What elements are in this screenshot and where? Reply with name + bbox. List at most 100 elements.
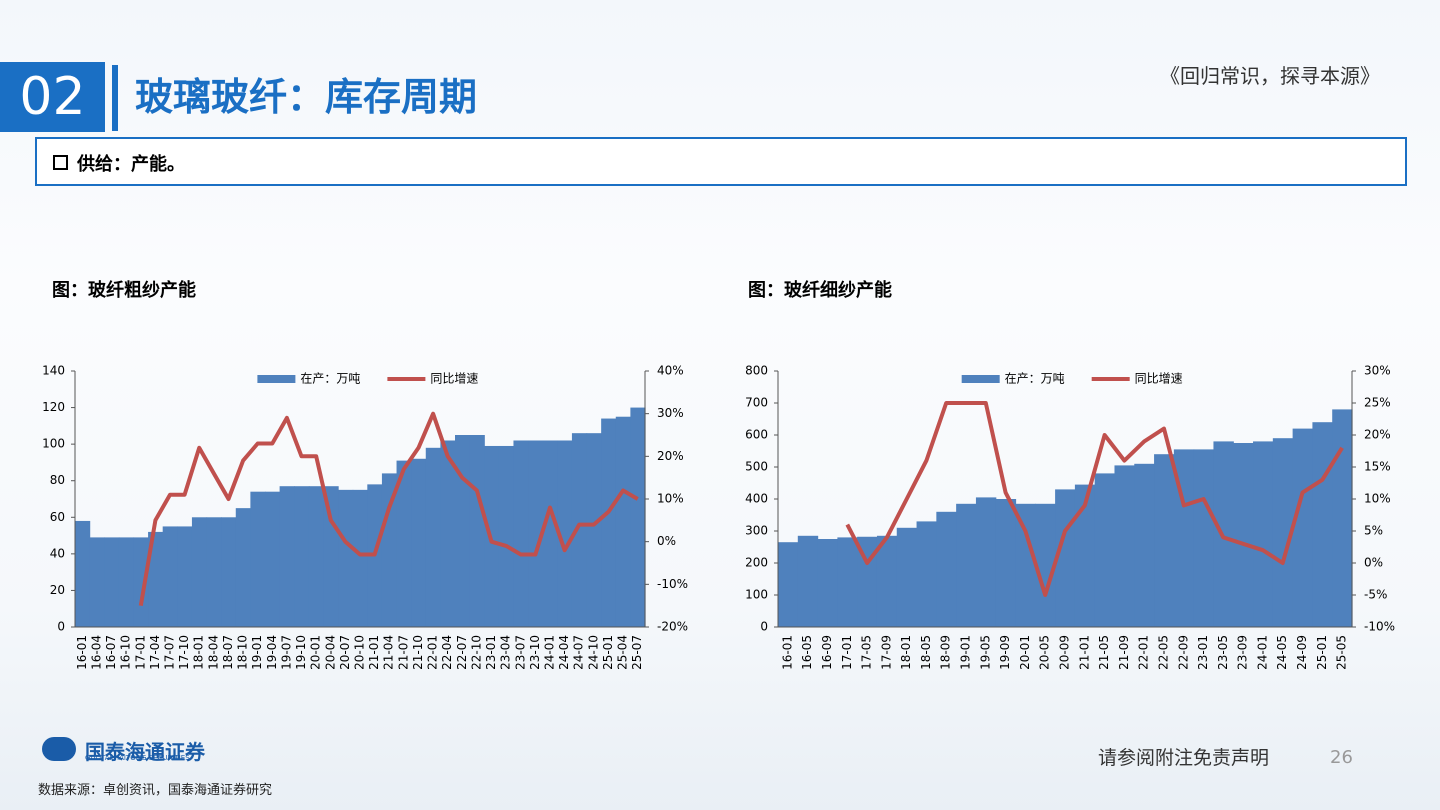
x-tick-label: 16-07 xyxy=(104,635,118,670)
x-tick-label: 20-09 xyxy=(1058,635,1072,670)
x-tick-label: 20-04 xyxy=(323,635,337,670)
area-segment xyxy=(206,517,222,627)
area-segment xyxy=(1094,473,1116,627)
y2-tick-label: 0% xyxy=(1364,556,1383,570)
area-segment xyxy=(191,517,208,627)
area-segment xyxy=(250,491,266,627)
area-segment xyxy=(1035,503,1056,627)
x-tick-label: 24-07 xyxy=(572,635,586,670)
area-segment xyxy=(936,511,957,627)
x-tick-label: 24-09 xyxy=(1295,635,1309,670)
x-tick-label: 22-09 xyxy=(1176,635,1190,670)
x-tick-label: 17-01 xyxy=(840,635,854,670)
x-tick-label: 18-04 xyxy=(206,635,220,670)
x-tick-label: 25-01 xyxy=(1315,635,1329,670)
x-tick-label: 25-01 xyxy=(601,635,615,670)
area-segment xyxy=(498,445,515,627)
area-segment xyxy=(1312,422,1333,627)
x-tick-label: 21-10 xyxy=(411,635,425,670)
x-tick-label: 22-07 xyxy=(455,635,469,670)
area-segment xyxy=(513,440,529,627)
area-segment xyxy=(1292,428,1314,627)
area-segment xyxy=(956,503,977,627)
section-text: 供给：产能。 xyxy=(77,154,185,175)
x-tick-label: 22-01 xyxy=(426,635,440,670)
area-segment xyxy=(1134,463,1155,627)
y-tick-label: 120 xyxy=(42,400,65,414)
y2-tick-label: 30% xyxy=(657,406,684,420)
area-segment xyxy=(1074,484,1096,627)
y2-tick-label: 10% xyxy=(657,492,684,506)
x-tick-label: 22-05 xyxy=(1156,635,1170,670)
chart-title: 图：玻纤粗纱产能 xyxy=(52,280,196,301)
y-tick-label: 80 xyxy=(50,473,65,487)
y2-tick-label: 10% xyxy=(1364,492,1391,506)
y-tick-label: 400 xyxy=(745,492,768,506)
area-segment xyxy=(308,486,325,627)
line-series xyxy=(138,411,639,607)
area-segment xyxy=(118,537,135,627)
area-segment xyxy=(995,499,1017,627)
legend-label: 在产：万吨 xyxy=(1005,372,1065,386)
page-number: 26 xyxy=(1330,747,1353,768)
x-tick-label: 17-01 xyxy=(133,635,147,670)
x-tick-label: 23-01 xyxy=(484,635,498,670)
area-segment xyxy=(396,460,412,627)
area-segment xyxy=(75,520,91,627)
x-tick-label: 21-05 xyxy=(1097,635,1111,670)
area-segment xyxy=(279,486,295,627)
area-segment xyxy=(221,517,237,627)
x-tick-label: 16-01 xyxy=(75,635,89,670)
disclaimer: 请参阅附注免责声明 xyxy=(1098,747,1270,769)
area-segment xyxy=(1154,454,1175,627)
area-segment xyxy=(1114,465,1135,627)
area-segment xyxy=(425,447,441,627)
area-segment xyxy=(133,537,149,627)
x-tick-label: 18-09 xyxy=(939,635,953,670)
area-segment xyxy=(571,433,588,627)
y-tick-label: 300 xyxy=(745,524,768,538)
x-tick-label: 22-04 xyxy=(440,635,454,670)
y2-tick-label: -10% xyxy=(1364,620,1395,634)
area-segment xyxy=(294,486,310,627)
area-segment xyxy=(1253,441,1274,627)
area-segment xyxy=(265,491,281,627)
divider xyxy=(112,65,118,131)
y-tick-label: 500 xyxy=(745,460,768,474)
area-segment xyxy=(469,435,485,627)
x-tick-label: 19-05 xyxy=(978,635,992,670)
area-segment xyxy=(455,435,471,627)
legend-swatch xyxy=(257,375,296,383)
y-tick-label: 0 xyxy=(57,620,65,634)
x-tick-label: 21-07 xyxy=(396,635,410,670)
area-segment xyxy=(89,537,105,627)
slide-title: 玻璃玻纤：库存周期 xyxy=(135,75,478,119)
logo-text: 国泰海通证券 xyxy=(85,740,205,764)
section-number: 02 xyxy=(0,62,105,132)
x-tick-label: 23-01 xyxy=(1196,635,1210,670)
x-tick-label: 20-07 xyxy=(338,635,352,670)
area-segment xyxy=(1272,438,1294,627)
y-tick-label: 100 xyxy=(745,588,768,602)
area-segment xyxy=(615,416,631,627)
area-segment xyxy=(557,440,573,627)
y-tick-label: 40 xyxy=(50,546,65,560)
area-segment xyxy=(323,486,339,627)
x-tick-label: 19-09 xyxy=(998,635,1012,670)
y-tick-label: 20 xyxy=(50,583,65,597)
y2-tick-label: -5% xyxy=(1364,588,1387,602)
x-tick-label: 18-01 xyxy=(192,635,206,670)
area-segment xyxy=(542,440,558,627)
area-segment xyxy=(916,521,937,627)
area-segment xyxy=(975,497,997,627)
area-segment xyxy=(1233,443,1254,627)
legend-label: 同比增速 xyxy=(430,372,478,386)
area-segment xyxy=(1332,409,1353,627)
y2-tick-label: 20% xyxy=(657,449,684,463)
x-tick-label: 19-01 xyxy=(250,635,264,670)
x-tick-label: 21-04 xyxy=(382,635,396,670)
area-segment xyxy=(411,458,427,627)
area-segment xyxy=(896,527,918,627)
